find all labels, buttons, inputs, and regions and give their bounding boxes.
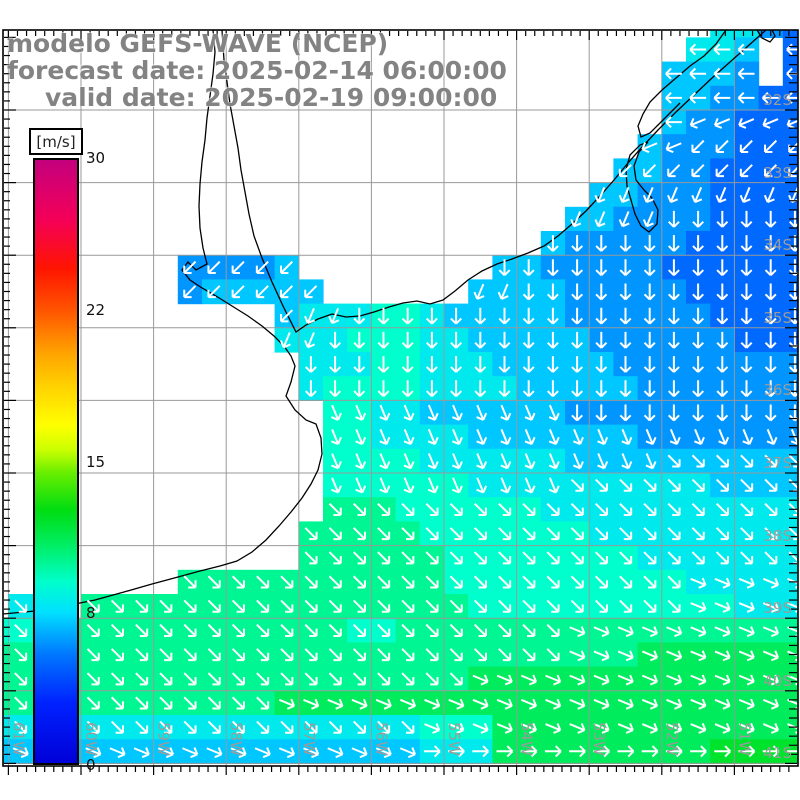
longitude-label: 51W — [735, 722, 754, 756]
longitude-label: 61W — [9, 722, 28, 756]
colorbar — [33, 158, 79, 765]
latitude-label: 40S — [763, 671, 792, 690]
colorbar-unit-label: [m/s] — [29, 128, 83, 155]
wind-direction-arrows — [3, 30, 798, 759]
map-frame — [2, 29, 799, 767]
latitude-label: 34S — [763, 236, 792, 255]
longitude-label: 55W — [445, 722, 463, 756]
colorbar-tick-label: 15 — [86, 453, 106, 471]
title-valid-date: valid date: 2025-02-19 09:00:00 — [45, 83, 498, 112]
coastline — [3, 30, 776, 615]
colorbar-tick-label: 8 — [86, 604, 96, 622]
colorbar-tick-label: 22 — [86, 301, 106, 319]
colorbar-tick-label: 30 — [86, 149, 106, 167]
latitude-label: 38S — [763, 526, 792, 545]
map-title-block: modelo GEFS-WAVE (NCEP) forecast date: 2… — [7, 30, 507, 111]
longitude-label: 57W — [299, 722, 318, 756]
title-forecast-date: forecast date: 2025-02-14 06:00:00 — [7, 56, 507, 85]
latitude-label: 35S — [763, 308, 792, 327]
latitude-label: 41S — [763, 744, 792, 763]
longitude-label: 54W — [517, 722, 536, 756]
latitude-label: 37S — [763, 454, 792, 472]
latitude-label: 36S — [763, 381, 792, 400]
longitude-label: 60W — [82, 722, 100, 756]
axis-ticks — [4, 31, 797, 775]
longitude-label: 59W — [154, 722, 173, 756]
latitude-label: 39S — [763, 599, 792, 618]
longitude-label: 56W — [372, 722, 391, 756]
colorbar-tick-label: 0 — [86, 756, 96, 774]
latitude-label: 33S — [763, 163, 792, 182]
title-model-name: modelo GEFS-WAVE (NCEP) — [7, 29, 389, 58]
longitude-label: 52W — [662, 722, 681, 756]
graticule-grid-lines — [3, 30, 798, 766]
wind-speed-cells — [3, 30, 798, 764]
longitude-label: 53W — [590, 722, 609, 756]
latitude-label: 32S — [763, 91, 792, 109]
longitude-label: 58W — [227, 722, 246, 756]
